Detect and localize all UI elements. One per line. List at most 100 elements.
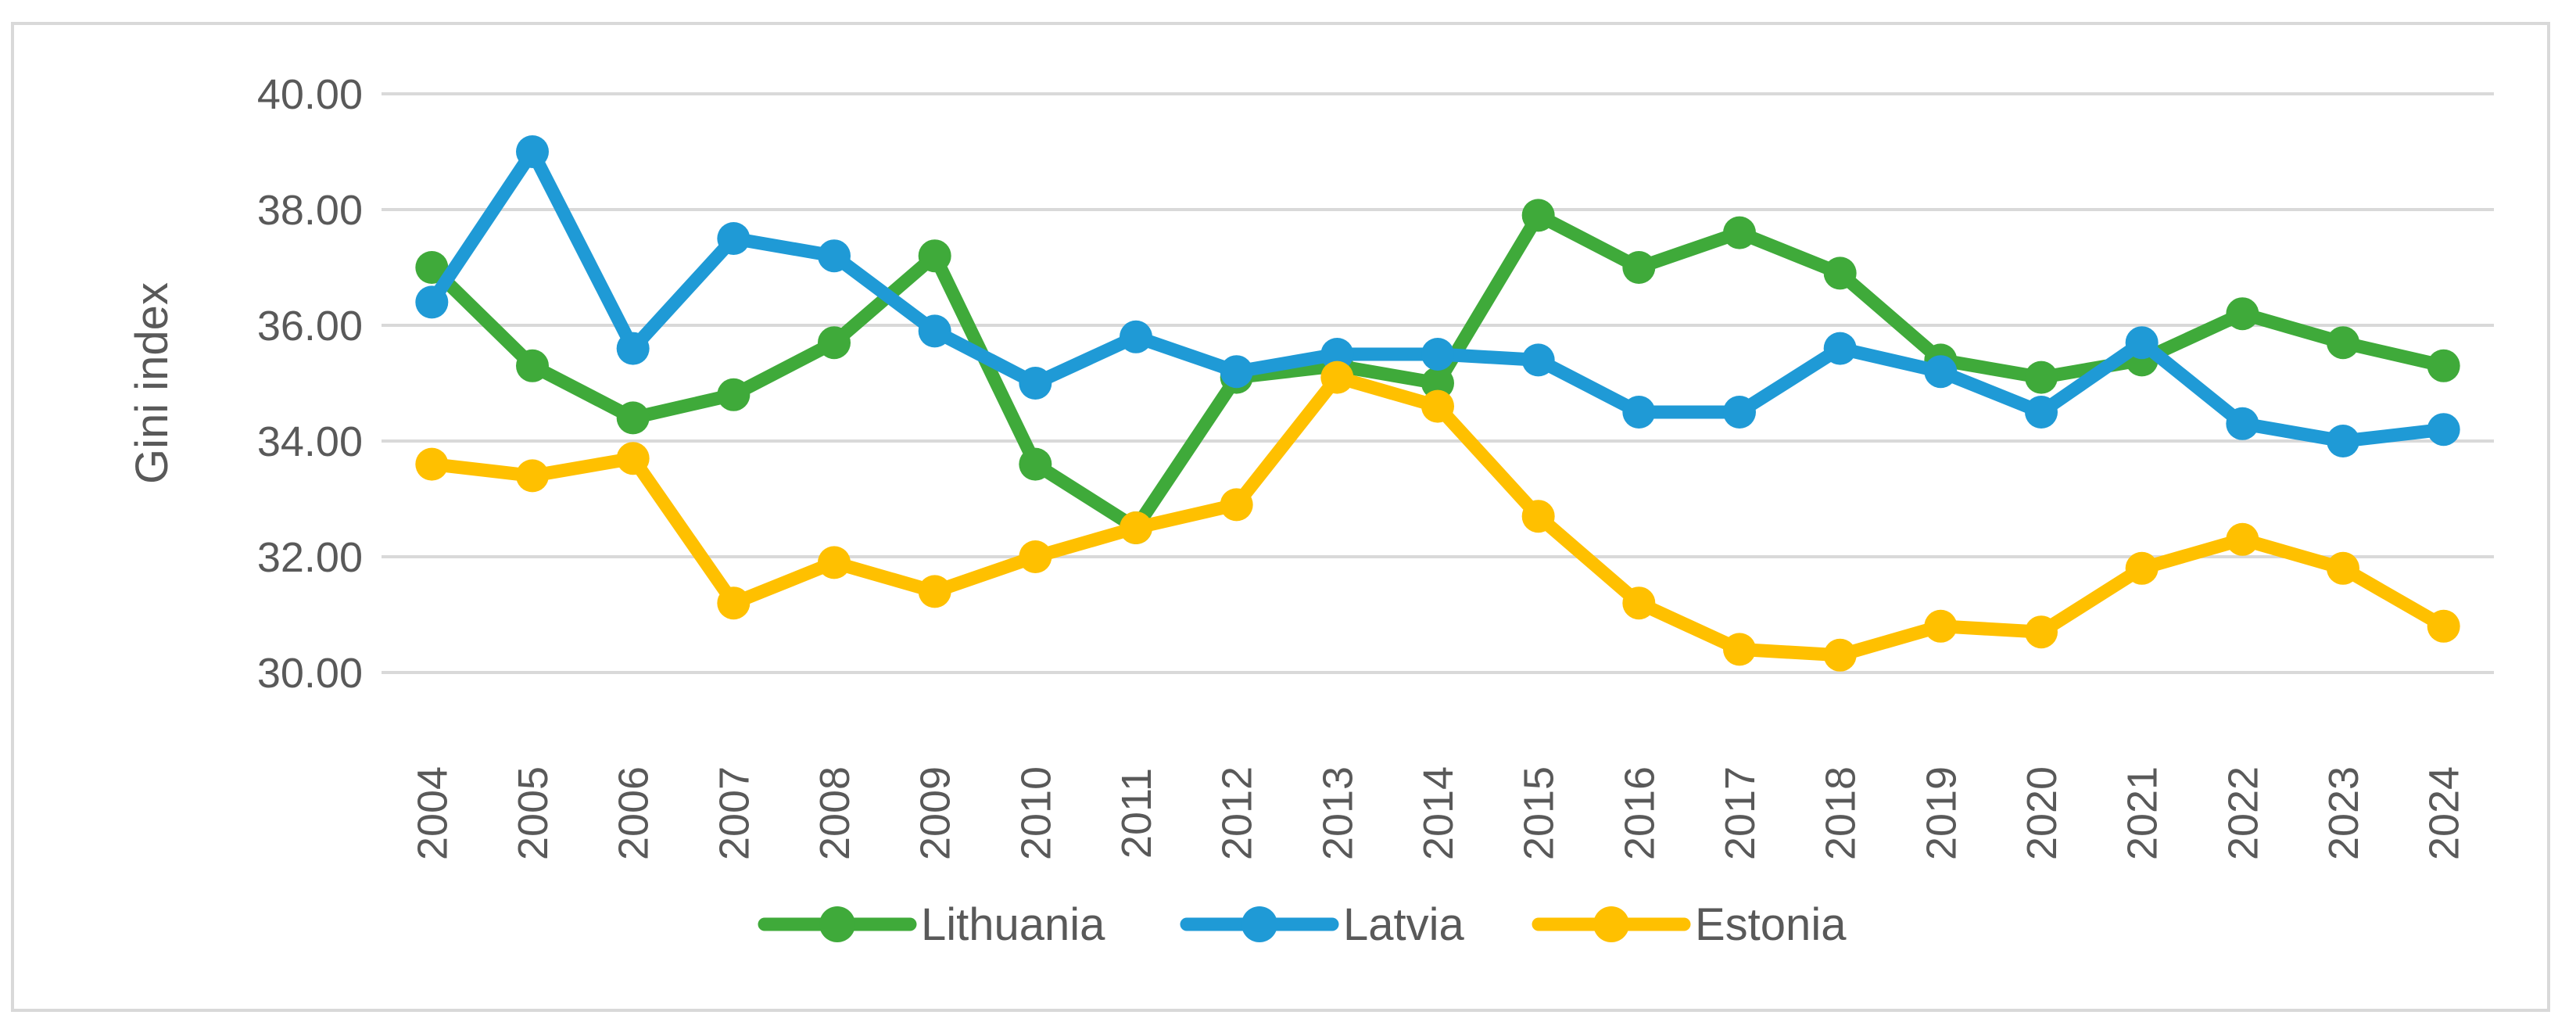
data-point (1823, 638, 1857, 672)
x-tick-label: 2006 (611, 766, 657, 860)
y-tick-label: 40.00 (257, 71, 363, 118)
data-point (2025, 396, 2058, 429)
data-point (2327, 551, 2359, 585)
x-tick-label: 2021 (2119, 766, 2166, 860)
data-point (1723, 396, 1756, 429)
data-point (1521, 500, 1555, 533)
data-point (415, 251, 449, 284)
legend-label: Lithuania (921, 899, 1105, 950)
x-tick-label: 2014 (1415, 766, 1462, 860)
data-point (918, 314, 951, 348)
x-tick-label: 2011 (1113, 768, 1160, 859)
x-tick-label: 2022 (2220, 766, 2266, 860)
data-point (2125, 551, 2159, 585)
data-point (616, 442, 650, 475)
data-point (1823, 332, 1857, 365)
data-point (717, 222, 751, 255)
data-point (717, 586, 751, 620)
data-point (1220, 355, 1253, 389)
line-chart: 30.00 32.00 34.00 36.00 38.00 40.00 2004 2005 2… (127, 71, 2494, 950)
x-tick-label: 2016 (1616, 766, 1663, 860)
data-point (1019, 367, 1052, 400)
x-tick-label: 2017 (1717, 766, 1764, 860)
gridlines (382, 92, 2494, 674)
data-point (1924, 355, 1958, 389)
y-axis-title: Gini index (127, 282, 177, 484)
data-point (616, 401, 650, 435)
x-tick-label: 2024 (2421, 766, 2468, 860)
series-estonia (415, 360, 2460, 672)
data-point (2427, 609, 2460, 643)
data-point (2327, 425, 2359, 457)
x-tick-label: 2019 (1918, 766, 1965, 860)
x-tick-label: 2020 (2019, 766, 2065, 860)
data-point (918, 239, 951, 273)
data-point (2125, 326, 2159, 360)
y-tick-label: 30.00 (257, 650, 363, 697)
legend-item: Estonia (1532, 899, 1847, 950)
data-point (1320, 360, 1354, 394)
data-point (516, 459, 549, 493)
legend-marker (1593, 906, 1629, 942)
x-tick-label: 2010 (1012, 766, 1059, 860)
x-tick-label: 2004 (409, 766, 456, 860)
data-point (1622, 251, 1656, 284)
data-point (1622, 586, 1656, 620)
data-point (1823, 256, 1857, 290)
x-tick-label: 2007 (711, 766, 758, 860)
y-tick-label: 34.00 (257, 418, 363, 465)
data-point (818, 239, 851, 273)
data-point (1320, 338, 1354, 371)
data-point (415, 447, 449, 481)
x-tick-label: 2023 (2320, 766, 2367, 860)
series-latvia (415, 135, 2460, 457)
y-tick-label: 36.00 (257, 303, 363, 350)
y-tick-label: 38.00 (257, 187, 363, 234)
data-point (1220, 488, 1253, 522)
x-axis-ticks: 2004 2005 2006 2007 2008 2009 2010 2011 2012 2013… (409, 766, 2467, 860)
legend-item: Lithuania (758, 899, 1105, 950)
data-point (818, 326, 851, 360)
data-point (1723, 633, 1756, 666)
legend-item: Latvia (1180, 899, 1465, 950)
data-point (1421, 389, 1454, 423)
data-point (2327, 326, 2359, 360)
data-point (2025, 360, 2058, 394)
data-point (1924, 609, 1958, 643)
data-point (1019, 447, 1052, 481)
x-tick-label: 2008 (811, 766, 858, 860)
data-point (717, 378, 751, 411)
x-tick-label: 2009 (912, 766, 959, 860)
legend-marker (819, 906, 855, 942)
data-point (818, 546, 851, 579)
data-point (1723, 216, 1756, 249)
y-tick-label: 32.00 (257, 534, 363, 581)
y-axis-ticks: 30.00 32.00 34.00 36.00 38.00 40.00 (257, 71, 363, 697)
series-group (415, 135, 2460, 672)
data-point (2427, 349, 2460, 382)
data-point (616, 332, 650, 365)
legend-label: Estonia (1695, 899, 1847, 950)
chart-frame: 30.00 32.00 34.00 36.00 38.00 40.00 2004 2005 2… (11, 22, 2550, 1012)
data-point (1019, 540, 1052, 573)
data-point (2226, 297, 2259, 331)
legend-marker (1241, 906, 1277, 942)
data-point (2226, 522, 2259, 556)
data-point (1521, 199, 1555, 232)
data-point (516, 349, 549, 382)
data-point (1622, 396, 1656, 429)
data-point (1521, 343, 1555, 377)
data-point (2226, 407, 2259, 440)
data-point (1421, 338, 1454, 371)
data-point (2025, 615, 2058, 649)
x-tick-label: 2018 (1818, 766, 1865, 860)
data-point (1120, 320, 1152, 353)
x-tick-label: 2013 (1314, 766, 1361, 860)
data-point (415, 285, 449, 319)
legend: Lithuania Latvia Estonia (758, 899, 1847, 950)
x-tick-label: 2015 (1516, 766, 1563, 860)
data-point (2427, 413, 2460, 447)
data-point (1120, 511, 1152, 544)
x-tick-label: 2005 (510, 766, 557, 860)
legend-label: Latvia (1343, 899, 1465, 950)
